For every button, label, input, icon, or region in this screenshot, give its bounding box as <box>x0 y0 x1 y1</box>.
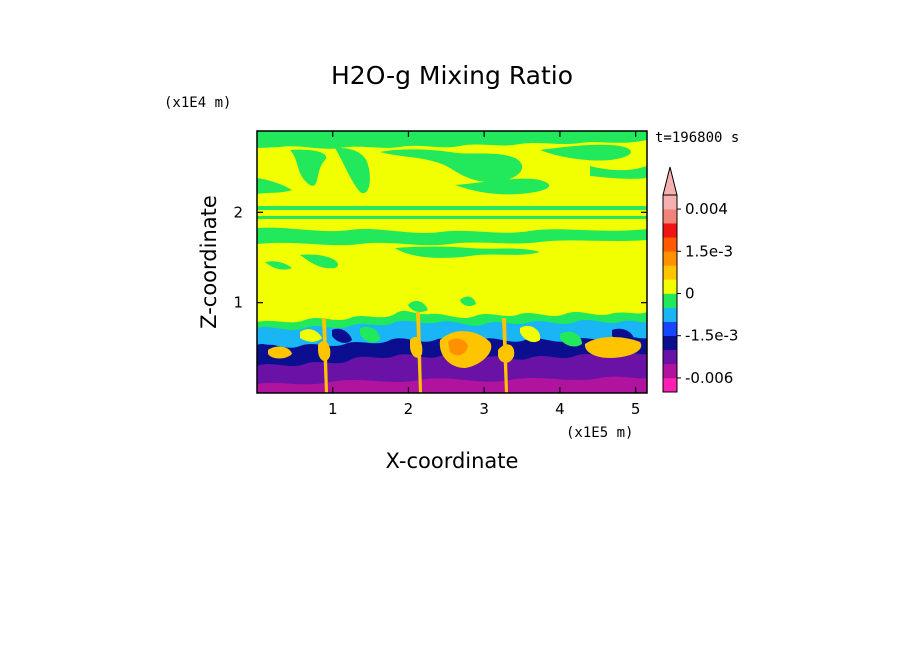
vertical-plume <box>502 318 508 393</box>
vertical-plume <box>322 318 328 393</box>
colorbar: 0.004 1.5e-3 0 -1.5e-3 -0.006 <box>662 166 738 393</box>
chart-title: H2O-g Mixing Ratio <box>331 61 573 90</box>
dark-orange-core <box>448 338 468 356</box>
colorbar-swatch <box>663 307 677 322</box>
green-tuft <box>460 296 476 307</box>
colorbar-swatch <box>663 195 677 210</box>
vertical-plume <box>416 312 422 393</box>
x-tick-label: 3 <box>479 400 489 418</box>
green-patch <box>257 178 292 194</box>
x-scale-note: (x1E5 m) <box>566 425 633 441</box>
colorbar-swatch <box>663 377 677 393</box>
green-patch <box>290 149 327 186</box>
x-tick-label: 1 <box>328 400 338 418</box>
green-patch <box>540 144 631 161</box>
colorbar-swatch <box>663 265 677 280</box>
axes: 1 2 3 4 5 1 2 <box>233 131 647 418</box>
lower-boundary-layer <box>257 296 647 393</box>
colorbar-label: 0 <box>685 285 695 303</box>
magenta-floor <box>257 376 647 393</box>
y-tick-label: 2 <box>233 203 243 221</box>
green-swirl <box>360 326 380 343</box>
x-tick-label: 5 <box>631 400 641 418</box>
colorbar-label: 1.5e-3 <box>685 242 733 260</box>
green-patch <box>590 166 647 179</box>
green-patch <box>265 261 292 270</box>
upper-moist-region <box>257 131 647 270</box>
colorbar-label: 0.004 <box>685 200 728 218</box>
colorbar-swatch <box>663 251 677 266</box>
green-patch <box>380 149 523 183</box>
x-tick-label: 2 <box>404 400 414 418</box>
top-green-band <box>257 131 647 149</box>
y-scale-note: (x1E4 m) <box>164 95 231 111</box>
colorbar-swatch <box>663 321 677 337</box>
colorbar-swatch <box>663 209 677 224</box>
green-tuft <box>408 300 428 313</box>
green-stripe <box>257 206 647 210</box>
green-patch <box>395 246 540 258</box>
blue-swirl <box>332 328 352 343</box>
time-label: t=196800 s <box>655 130 739 146</box>
green-band <box>257 227 647 246</box>
colorbar-swatch <box>663 237 677 252</box>
heatmap-field <box>257 131 647 393</box>
green-patch <box>455 178 550 195</box>
y-axis-label: Z-coordinate <box>197 195 221 329</box>
colorbar-swatch <box>663 349 677 365</box>
yellow-swirl <box>300 329 322 342</box>
colorbar-swatch <box>663 363 677 379</box>
colorbar-swatch <box>663 223 677 238</box>
y-tick-label: 1 <box>233 294 243 312</box>
green-patch <box>335 147 370 194</box>
colorbar-label: -0.006 <box>685 369 733 387</box>
orange-patch <box>268 346 292 359</box>
x-axis-label: X-coordinate <box>386 449 519 473</box>
plot-frame <box>256 130 648 394</box>
green-stripe <box>257 216 647 219</box>
colorbar-extend-arrow <box>662 166 678 196</box>
colorbar-label: -1.5e-3 <box>685 327 738 345</box>
colorbar-swatch <box>663 293 677 308</box>
colorbar-swatch <box>663 279 677 294</box>
cyan-swirl <box>258 332 285 345</box>
green-swirl <box>560 331 582 347</box>
colorbar-swatch <box>663 335 677 351</box>
orange-patch <box>584 337 642 358</box>
yellow-swirl <box>520 325 541 343</box>
x-tick-label: 4 <box>555 400 565 418</box>
green-patch <box>300 254 339 269</box>
